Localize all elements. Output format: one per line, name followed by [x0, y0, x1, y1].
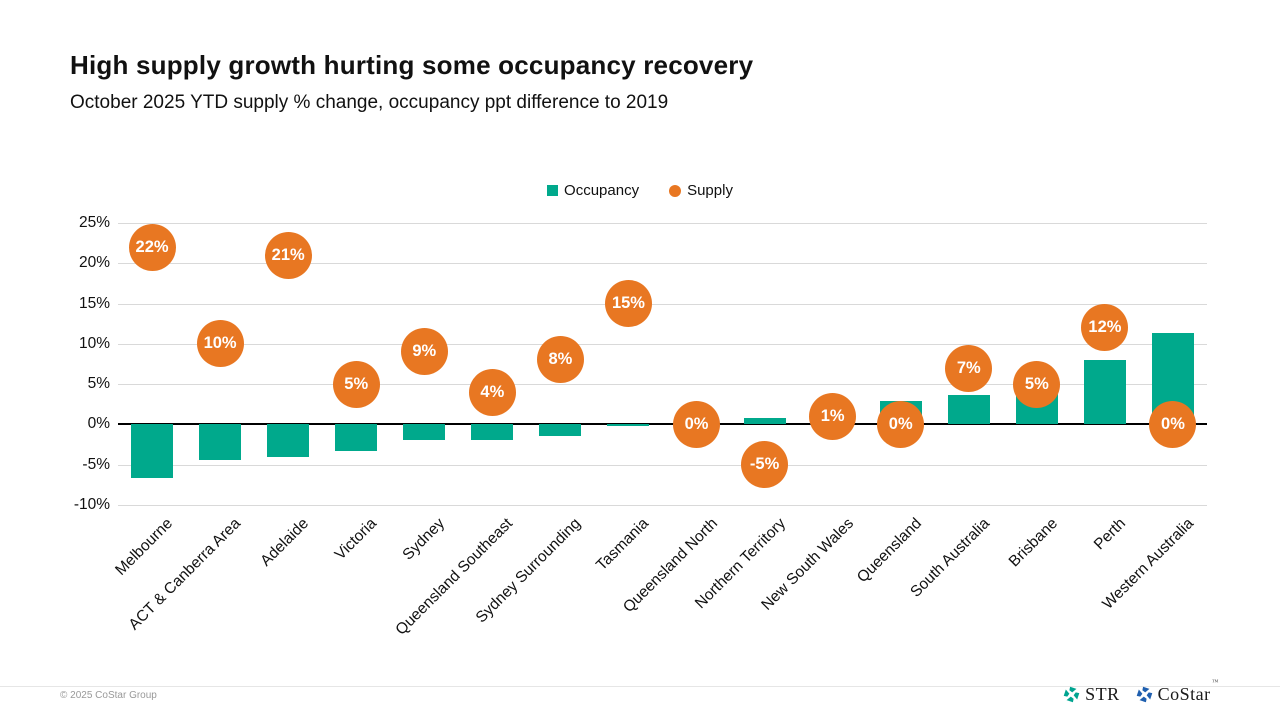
supply-value-bubble: 0% [877, 400, 925, 448]
str-logo: STR [1063, 684, 1120, 705]
occupancy-bar [403, 424, 446, 440]
gridline [118, 505, 1207, 506]
supply-value-bubble: 4% [468, 368, 516, 416]
y-axis-tick-label: -10% [73, 496, 110, 513]
supply-value-bubble: 7% [945, 344, 993, 392]
footer-divider [0, 686, 1280, 687]
occupancy-bar [131, 424, 174, 478]
supply-value-bubble: 9% [400, 328, 448, 376]
y-axis-tick-label: 10% [78, 334, 110, 352]
y-axis-tick-label: -5% [82, 455, 110, 473]
supply-value-bubble: 5% [1013, 360, 1061, 408]
legend-item-supply: Supply [669, 182, 733, 199]
gridline [118, 384, 1207, 386]
legend-label-occupancy: Occupancy [564, 182, 640, 199]
gridline [118, 303, 1207, 305]
supply-value-bubble: 22% [128, 223, 176, 271]
occupancy-bar [607, 424, 650, 427]
chart-legend: Occupancy Supply [0, 182, 1280, 199]
occupancy-bar [743, 417, 786, 425]
occupancy-bar [947, 395, 990, 425]
str-pinwheel-icon [1063, 686, 1080, 703]
supply-value-bubble: 0% [1149, 400, 1197, 448]
legend-item-occupancy: Occupancy [547, 182, 639, 199]
supply-value-bubble: 15% [604, 280, 652, 328]
gridline [118, 263, 1207, 265]
y-axis-tick-label: 20% [78, 254, 110, 272]
supply-value-bubble: 21% [264, 231, 312, 279]
str-logo-text: STR [1085, 684, 1120, 704]
occupancy-bar [539, 424, 582, 436]
trademark-symbol: ™ [1211, 678, 1219, 686]
gridline [118, 223, 1207, 224]
supply-value-bubble: -5% [741, 441, 789, 489]
legend-label-supply: Supply [687, 182, 733, 199]
supply-swatch-icon [669, 184, 682, 197]
y-axis-tick-label: 25% [78, 214, 110, 231]
gridline [118, 464, 1207, 466]
occupancy-bar [471, 424, 514, 440]
copyright-text: © 2025 CoStar Group [60, 690, 157, 701]
supply-value-bubble: 12% [1081, 304, 1129, 352]
gridline [118, 343, 1207, 345]
supply-value-bubble: 10% [196, 320, 244, 368]
occupancy-swatch-icon [547, 185, 559, 196]
occupancy-bar [199, 424, 242, 460]
supply-value-bubble: 8% [536, 336, 584, 384]
zero-axis-line [118, 423, 1207, 426]
supply-value-bubble: 0% [673, 400, 721, 448]
supply-value-bubble: 5% [332, 360, 380, 408]
footer-logos: STR CoStar™ [1063, 678, 1219, 705]
costar-logo-text: CoStar™ [1157, 678, 1219, 704]
y-axis-tick-label: 5% [87, 375, 110, 393]
page-title: High supply growth hurting some occupanc… [70, 50, 754, 80]
y-axis-tick-label: 15% [78, 294, 110, 312]
costar-logo: CoStar™ [1136, 678, 1219, 705]
page-subtitle: October 2025 YTD supply % change, occupa… [70, 92, 669, 113]
costar-pinwheel-icon [1136, 686, 1152, 703]
occupancy-bar [335, 424, 378, 451]
occupancy-bar [1083, 359, 1126, 425]
occupancy-bar [267, 424, 310, 458]
supply-value-bubble: 1% [809, 392, 857, 440]
y-axis-tick-label: 0% [87, 415, 110, 433]
